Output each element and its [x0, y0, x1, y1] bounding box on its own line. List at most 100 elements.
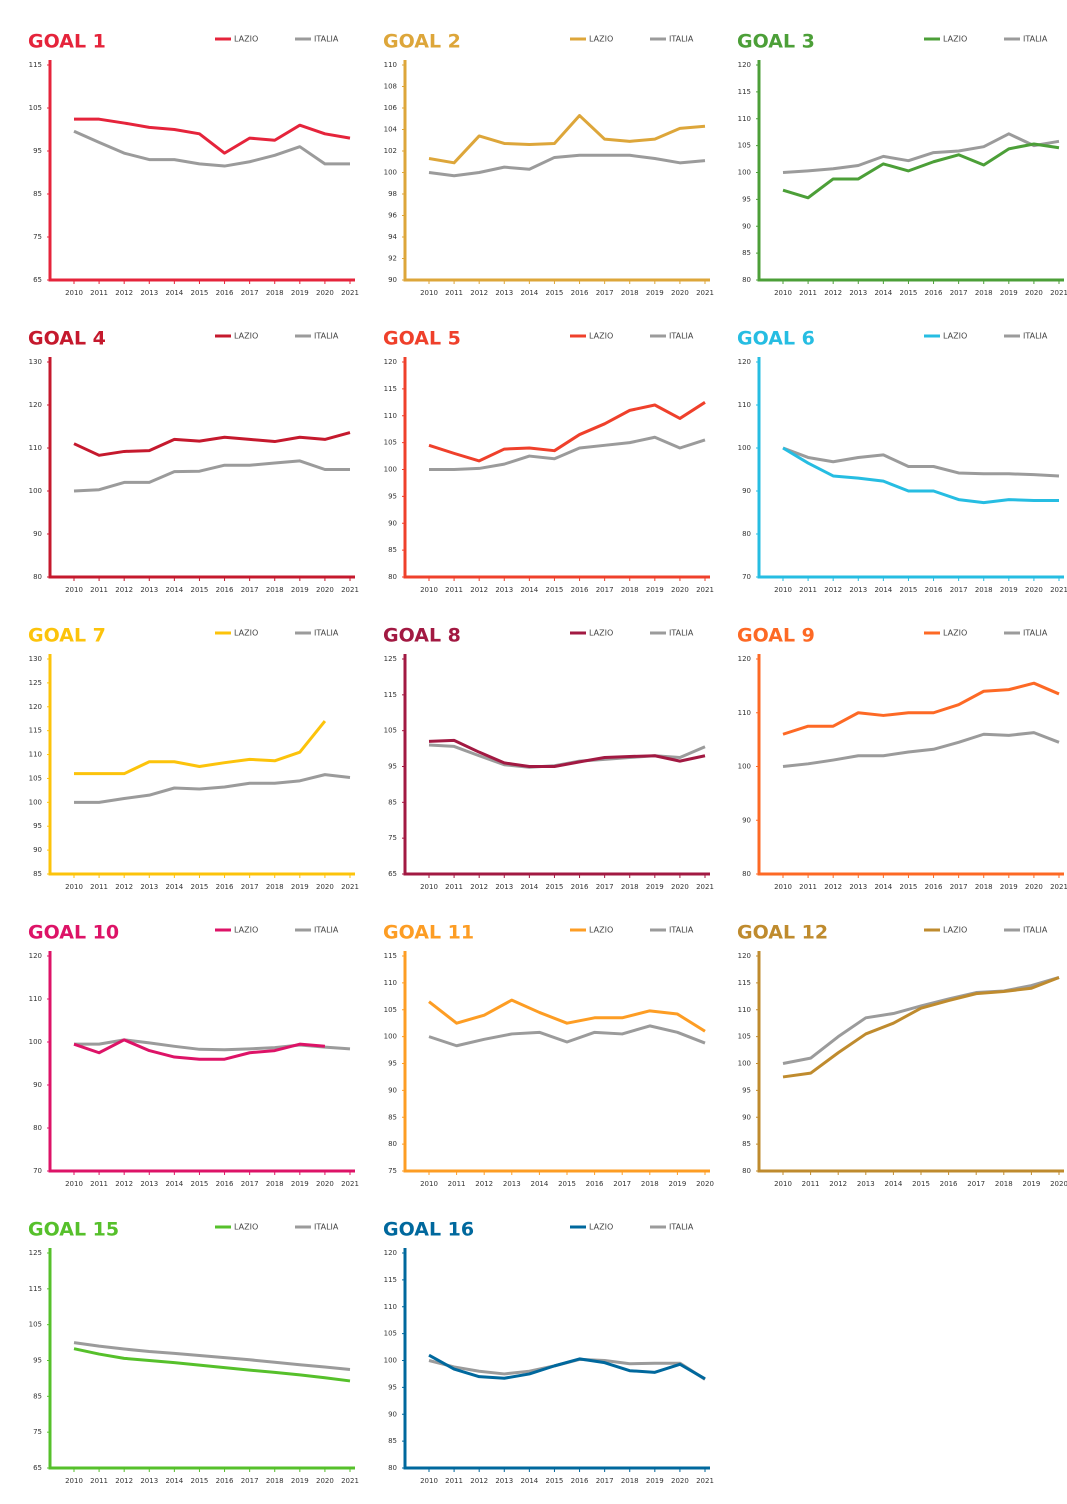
- x-tick-label: 2010: [65, 883, 83, 891]
- chart-panel: GOAL 16 LAZIO ITALIA 80 85 90 95 100 105 110 115 12…: [383, 1219, 714, 1486]
- y-tick-label: 115: [29, 1285, 42, 1293]
- y-tick-label: 110: [384, 412, 397, 420]
- y-tick-label: 95: [388, 1060, 397, 1068]
- y-tick-label: 90: [742, 1113, 751, 1121]
- legend-label: LAZIO: [234, 1223, 258, 1232]
- x-tick-label: 2017: [596, 289, 614, 297]
- x-tick-label: 2012: [115, 883, 133, 891]
- legend-label: LAZIO: [943, 35, 967, 44]
- x-tick-label: 2015: [546, 1477, 564, 1485]
- chart-title: GOAL 2: [383, 31, 461, 53]
- x-tick-label: 2021: [1050, 883, 1067, 891]
- series-line: [428, 401, 706, 463]
- legend-label: LAZIO: [943, 926, 967, 935]
- y-tick-label: 75: [33, 1428, 42, 1436]
- chart-panel: GOAL 6 LAZIO ITALIA 70 80 90 100 110 120 2010 2011…: [737, 328, 1067, 595]
- y-tick-label: 80: [742, 530, 751, 538]
- y-tick-label: 85: [388, 798, 397, 806]
- x-tick-label: 2013: [140, 1180, 158, 1188]
- y-tick-label: 110: [738, 401, 751, 409]
- x-tick-label: 2020: [1025, 586, 1043, 594]
- legend-label: ITALIA: [314, 629, 339, 638]
- x-tick-label: 2014: [874, 586, 892, 594]
- y-tick-label: 100: [738, 444, 751, 452]
- legend-label: ITALIA: [314, 926, 339, 935]
- y-tick-label: 80: [742, 276, 751, 284]
- x-tick-label: 2019: [646, 883, 664, 891]
- y-tick-label: 108: [384, 83, 397, 91]
- x-tick-label: 2017: [596, 1477, 614, 1485]
- series-line: [428, 114, 706, 165]
- y-tick-label: 100: [29, 798, 42, 806]
- x-tick-label: 2011: [799, 289, 817, 297]
- chart-title: GOAL 5: [383, 328, 461, 350]
- x-tick-label: 2015: [191, 289, 209, 297]
- x-tick-label: 2015: [900, 586, 918, 594]
- series-line: [73, 431, 351, 457]
- x-tick-label: 2013: [849, 586, 867, 594]
- x-tick-label: 2013: [849, 883, 867, 891]
- x-tick-label: 2017: [967, 1180, 985, 1188]
- x-tick-label: 2013: [857, 1180, 875, 1188]
- x-tick-label: 2014: [165, 289, 183, 297]
- y-tick-label: 110: [384, 979, 397, 987]
- chart-panel: GOAL 11 LAZIO ITALIA 75 80 85 90 95 100 105 110 115…: [383, 922, 714, 1189]
- x-tick-label: 2015: [191, 1477, 209, 1485]
- x-tick-label: 2013: [140, 289, 158, 297]
- x-tick-label: 2016: [571, 883, 589, 891]
- y-tick-label: 94: [388, 233, 397, 241]
- x-tick-label: 2018: [621, 883, 639, 891]
- legend-label: ITALIA: [669, 35, 694, 44]
- y-tick-label: 110: [29, 995, 42, 1003]
- series-line: [782, 142, 1060, 200]
- y-tick-label: 85: [33, 1392, 42, 1400]
- y-tick-label: 110: [384, 61, 397, 69]
- x-tick-label: 2015: [546, 289, 564, 297]
- x-tick-label: 2010: [65, 289, 83, 297]
- x-tick-label: 2011: [90, 883, 108, 891]
- x-tick-label: 2013: [495, 1477, 513, 1485]
- y-tick-label: 102: [384, 147, 397, 155]
- x-tick-label: 2010: [774, 586, 792, 594]
- x-tick-label: 2020: [696, 1180, 714, 1188]
- legend-label: ITALIA: [1023, 629, 1048, 638]
- y-tick-label: 105: [29, 1321, 42, 1329]
- y-tick-label: 100: [29, 487, 42, 495]
- y-tick-label: 95: [742, 195, 751, 203]
- x-tick-label: 2019: [646, 289, 664, 297]
- y-tick-label: 115: [384, 691, 397, 699]
- x-tick-label: 2017: [241, 1477, 259, 1485]
- x-tick-label: 2016: [571, 289, 589, 297]
- y-tick-label: 115: [384, 385, 397, 393]
- x-tick-label: 2014: [165, 883, 183, 891]
- y-tick-label: 90: [33, 846, 42, 854]
- x-tick-label: 2017: [241, 289, 259, 297]
- x-tick-label: 2012: [470, 289, 488, 297]
- y-tick-label: 70: [33, 1167, 42, 1175]
- x-tick-label: 2020: [316, 586, 334, 594]
- y-tick-label: 115: [29, 727, 42, 735]
- y-tick-label: 85: [742, 249, 751, 257]
- x-tick-label: 2010: [65, 1180, 83, 1188]
- x-tick-label: 2012: [470, 1477, 488, 1485]
- series-line: [73, 1347, 351, 1383]
- y-tick-label: 100: [738, 169, 751, 177]
- x-tick-label: 2011: [799, 586, 817, 594]
- x-tick-label: 2019: [291, 289, 309, 297]
- x-tick-label: 2021: [696, 883, 714, 891]
- chart-title: GOAL 10: [28, 922, 119, 944]
- x-tick-label: 2014: [165, 1477, 183, 1485]
- x-tick-label: 2011: [90, 289, 108, 297]
- x-tick-label: 2010: [774, 1180, 792, 1188]
- x-tick-label: 2014: [520, 883, 538, 891]
- legend-label: ITALIA: [314, 35, 339, 44]
- chart-title: GOAL 7: [28, 625, 106, 647]
- legend-label: ITALIA: [1023, 332, 1048, 341]
- y-tick-label: 120: [29, 703, 42, 711]
- y-tick-label: 90: [742, 487, 751, 495]
- y-tick-label: 100: [384, 1033, 397, 1041]
- chart-title: GOAL 15: [28, 1219, 119, 1241]
- x-tick-label: 2016: [586, 1180, 604, 1188]
- y-tick-label: 65: [33, 276, 42, 284]
